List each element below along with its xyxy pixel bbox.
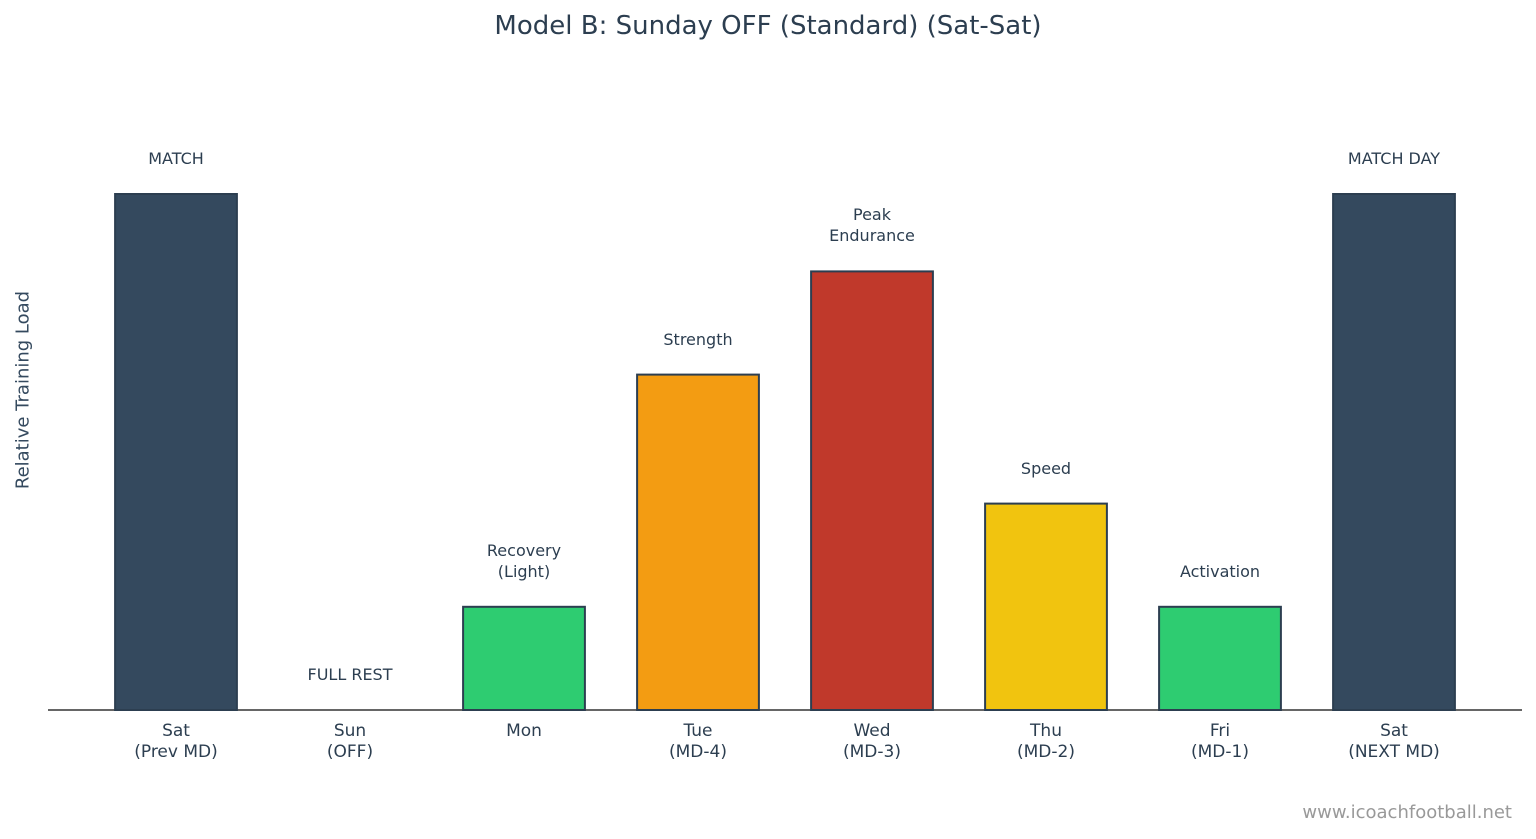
bar-annotation: Activation — [1179, 561, 1261, 581]
bar-annotation: Speed — [1020, 458, 1072, 478]
y-axis-label: Relative Training Load — [12, 290, 34, 490]
x-tick-label: Wed (MD-3) — [843, 721, 901, 762]
bar — [810, 270, 934, 711]
x-tick-label: Thu (MD-2) — [1017, 721, 1075, 762]
bar-annotation: Peak Endurance — [829, 205, 915, 246]
bar-annotation: Recovery (Light) — [486, 540, 562, 581]
x-tick-label: Sat (Prev MD) — [134, 721, 218, 762]
bar — [984, 502, 1108, 711]
bar-annotation: FULL REST — [307, 665, 393, 684]
bar — [1332, 193, 1456, 711]
x-tick-label: Fri (MD-1) — [1191, 721, 1249, 762]
x-tick-label: Tue (MD-4) — [669, 721, 727, 762]
bar — [462, 605, 586, 711]
bar-annotation: MATCH — [148, 149, 204, 168]
chart-title: Model B: Sunday OFF (Standard) (Sat-Sat) — [494, 11, 1042, 41]
bar-annotation: MATCH DAY — [1347, 149, 1441, 168]
x-tick-label: Sun (OFF) — [326, 721, 374, 762]
bar — [636, 373, 760, 711]
x-tick-label: Sat (NEXT MD) — [1348, 721, 1440, 762]
bar — [1158, 605, 1282, 711]
watermark: www.icoachfootball.net — [1302, 802, 1512, 823]
bar-annotation: Strength — [663, 329, 733, 349]
bar — [114, 193, 238, 711]
x-tick-label: Mon — [506, 721, 542, 741]
